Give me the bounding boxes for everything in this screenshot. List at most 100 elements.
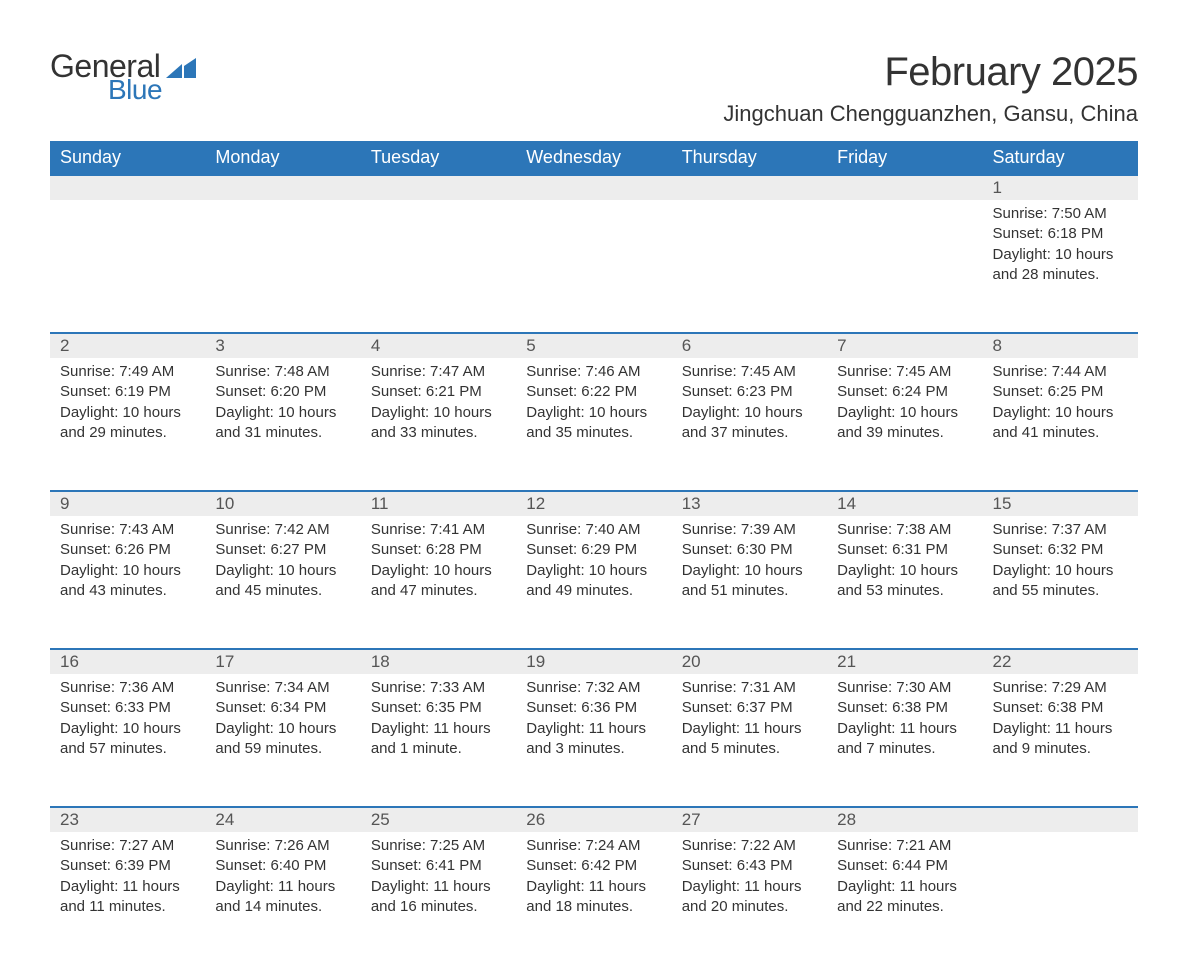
day-details: Sunrise: 7:22 AMSunset: 6:43 PMDaylight:… [672, 832, 827, 927]
sunrise-text: Sunrise: 7:50 AM [993, 204, 1128, 224]
sunset-text: Sunset: 6:37 PM [682, 698, 817, 718]
daylight-text: Daylight: 10 hours and 55 minutes. [993, 561, 1128, 602]
day-details: Sunrise: 7:49 AMSunset: 6:19 PMDaylight:… [50, 358, 205, 453]
day-details: Sunrise: 7:39 AMSunset: 6:30 PMDaylight:… [672, 516, 827, 611]
day-number: 28 [827, 808, 982, 832]
calendar-week-row: Sunrise: 7:43 AMSunset: 6:26 PMDaylight:… [50, 516, 1138, 648]
day-number-bar: 2345678 [50, 332, 1138, 358]
calendar-cell: Sunrise: 7:33 AMSunset: 6:35 PMDaylight:… [361, 674, 516, 806]
day-details [672, 200, 827, 214]
day-details [205, 200, 360, 214]
day-number: 21 [827, 650, 982, 674]
day-details: Sunrise: 7:43 AMSunset: 6:26 PMDaylight:… [50, 516, 205, 611]
sunset-text: Sunset: 6:36 PM [526, 698, 661, 718]
daylight-text: Daylight: 10 hours and 41 minutes. [993, 403, 1128, 444]
sunrise-text: Sunrise: 7:24 AM [526, 836, 661, 856]
day-number: 26 [516, 808, 671, 832]
day-number: 6 [672, 334, 827, 358]
daylight-text: Daylight: 11 hours and 22 minutes. [837, 877, 972, 918]
day-number-bar: 9101112131415 [50, 490, 1138, 516]
day-details: Sunrise: 7:29 AMSunset: 6:38 PMDaylight:… [983, 674, 1138, 769]
day-number-bar: 232425262728 [50, 806, 1138, 832]
weekday-thursday: Thursday [672, 141, 827, 174]
sunset-text: Sunset: 6:19 PM [60, 382, 195, 402]
weekday-saturday: Saturday [983, 141, 1138, 174]
calendar-cell: Sunrise: 7:46 AMSunset: 6:22 PMDaylight:… [516, 358, 671, 490]
sunset-text: Sunset: 6:42 PM [526, 856, 661, 876]
location-subtitle: Jingchuan Chengguanzhen, Gansu, China [723, 101, 1138, 127]
sunset-text: Sunset: 6:24 PM [837, 382, 972, 402]
day-number: 27 [672, 808, 827, 832]
calendar-cell [827, 200, 982, 332]
daylight-text: Daylight: 10 hours and 35 minutes. [526, 403, 661, 444]
brand-logo: General Blue [50, 50, 196, 104]
calendar-cell: Sunrise: 7:38 AMSunset: 6:31 PMDaylight:… [827, 516, 982, 648]
sunset-text: Sunset: 6:40 PM [215, 856, 350, 876]
day-details: Sunrise: 7:32 AMSunset: 6:36 PMDaylight:… [516, 674, 671, 769]
calendar-cell: Sunrise: 7:45 AMSunset: 6:23 PMDaylight:… [672, 358, 827, 490]
daylight-text: Daylight: 11 hours and 1 minute. [371, 719, 506, 760]
calendar-grid: Sunday Monday Tuesday Wednesday Thursday… [50, 141, 1138, 964]
daylight-text: Daylight: 10 hours and 45 minutes. [215, 561, 350, 602]
daylight-text: Daylight: 10 hours and 37 minutes. [682, 403, 817, 444]
logo-flag-icon [166, 56, 196, 78]
day-number: 5 [516, 334, 671, 358]
sunrise-text: Sunrise: 7:27 AM [60, 836, 195, 856]
sunset-text: Sunset: 6:33 PM [60, 698, 195, 718]
logo-word-blue: Blue [108, 76, 162, 104]
day-details: Sunrise: 7:50 AMSunset: 6:18 PMDaylight:… [983, 200, 1138, 295]
daylight-text: Daylight: 10 hours and 59 minutes. [215, 719, 350, 760]
day-details: Sunrise: 7:21 AMSunset: 6:44 PMDaylight:… [827, 832, 982, 927]
calendar-cell: Sunrise: 7:36 AMSunset: 6:33 PMDaylight:… [50, 674, 205, 806]
daylight-text: Daylight: 10 hours and 57 minutes. [60, 719, 195, 760]
calendar-cell: Sunrise: 7:42 AMSunset: 6:27 PMDaylight:… [205, 516, 360, 648]
calendar-week-row: Sunrise: 7:36 AMSunset: 6:33 PMDaylight:… [50, 674, 1138, 806]
daylight-text: Daylight: 10 hours and 31 minutes. [215, 403, 350, 444]
sunrise-text: Sunrise: 7:33 AM [371, 678, 506, 698]
day-number: 17 [205, 650, 360, 674]
calendar-cell: Sunrise: 7:40 AMSunset: 6:29 PMDaylight:… [516, 516, 671, 648]
daylight-text: Daylight: 10 hours and 28 minutes. [993, 245, 1128, 286]
day-details: Sunrise: 7:45 AMSunset: 6:24 PMDaylight:… [827, 358, 982, 453]
day-details: Sunrise: 7:42 AMSunset: 6:27 PMDaylight:… [205, 516, 360, 611]
calendar-cell: Sunrise: 7:26 AMSunset: 6:40 PMDaylight:… [205, 832, 360, 964]
daylight-text: Daylight: 11 hours and 11 minutes. [60, 877, 195, 918]
day-details: Sunrise: 7:31 AMSunset: 6:37 PMDaylight:… [672, 674, 827, 769]
daylight-text: Daylight: 10 hours and 39 minutes. [837, 403, 972, 444]
calendar-cell: Sunrise: 7:31 AMSunset: 6:37 PMDaylight:… [672, 674, 827, 806]
calendar-cell [50, 200, 205, 332]
weekday-tuesday: Tuesday [361, 141, 516, 174]
sunrise-text: Sunrise: 7:41 AM [371, 520, 506, 540]
daylight-text: Daylight: 10 hours and 53 minutes. [837, 561, 972, 602]
calendar-cell: Sunrise: 7:32 AMSunset: 6:36 PMDaylight:… [516, 674, 671, 806]
weeks-container: 1Sunrise: 7:50 AMSunset: 6:18 PMDaylight… [50, 174, 1138, 964]
sunrise-text: Sunrise: 7:32 AM [526, 678, 661, 698]
calendar-cell: Sunrise: 7:21 AMSunset: 6:44 PMDaylight:… [827, 832, 982, 964]
day-details: Sunrise: 7:33 AMSunset: 6:35 PMDaylight:… [361, 674, 516, 769]
day-number: 20 [672, 650, 827, 674]
logo-text: General Blue [50, 50, 162, 104]
day-details: Sunrise: 7:44 AMSunset: 6:25 PMDaylight:… [983, 358, 1138, 453]
calendar-cell [361, 200, 516, 332]
daylight-text: Daylight: 11 hours and 7 minutes. [837, 719, 972, 760]
sunset-text: Sunset: 6:21 PM [371, 382, 506, 402]
day-details [50, 200, 205, 214]
calendar-cell: Sunrise: 7:45 AMSunset: 6:24 PMDaylight:… [827, 358, 982, 490]
day-details [827, 200, 982, 214]
sunset-text: Sunset: 6:38 PM [993, 698, 1128, 718]
daylight-text: Daylight: 10 hours and 51 minutes. [682, 561, 817, 602]
daylight-text: Daylight: 10 hours and 29 minutes. [60, 403, 195, 444]
sunrise-text: Sunrise: 7:38 AM [837, 520, 972, 540]
day-number: 8 [983, 334, 1138, 358]
day-number [827, 176, 982, 200]
sunset-text: Sunset: 6:30 PM [682, 540, 817, 560]
calendar-cell: Sunrise: 7:30 AMSunset: 6:38 PMDaylight:… [827, 674, 982, 806]
sunset-text: Sunset: 6:35 PM [371, 698, 506, 718]
sunrise-text: Sunrise: 7:45 AM [682, 362, 817, 382]
daylight-text: Daylight: 11 hours and 3 minutes. [526, 719, 661, 760]
calendar-page: General Blue February 2025 Jingchuan Che… [0, 0, 1188, 918]
sunrise-text: Sunrise: 7:26 AM [215, 836, 350, 856]
sunrise-text: Sunrise: 7:25 AM [371, 836, 506, 856]
sunset-text: Sunset: 6:25 PM [993, 382, 1128, 402]
daylight-text: Daylight: 11 hours and 5 minutes. [682, 719, 817, 760]
